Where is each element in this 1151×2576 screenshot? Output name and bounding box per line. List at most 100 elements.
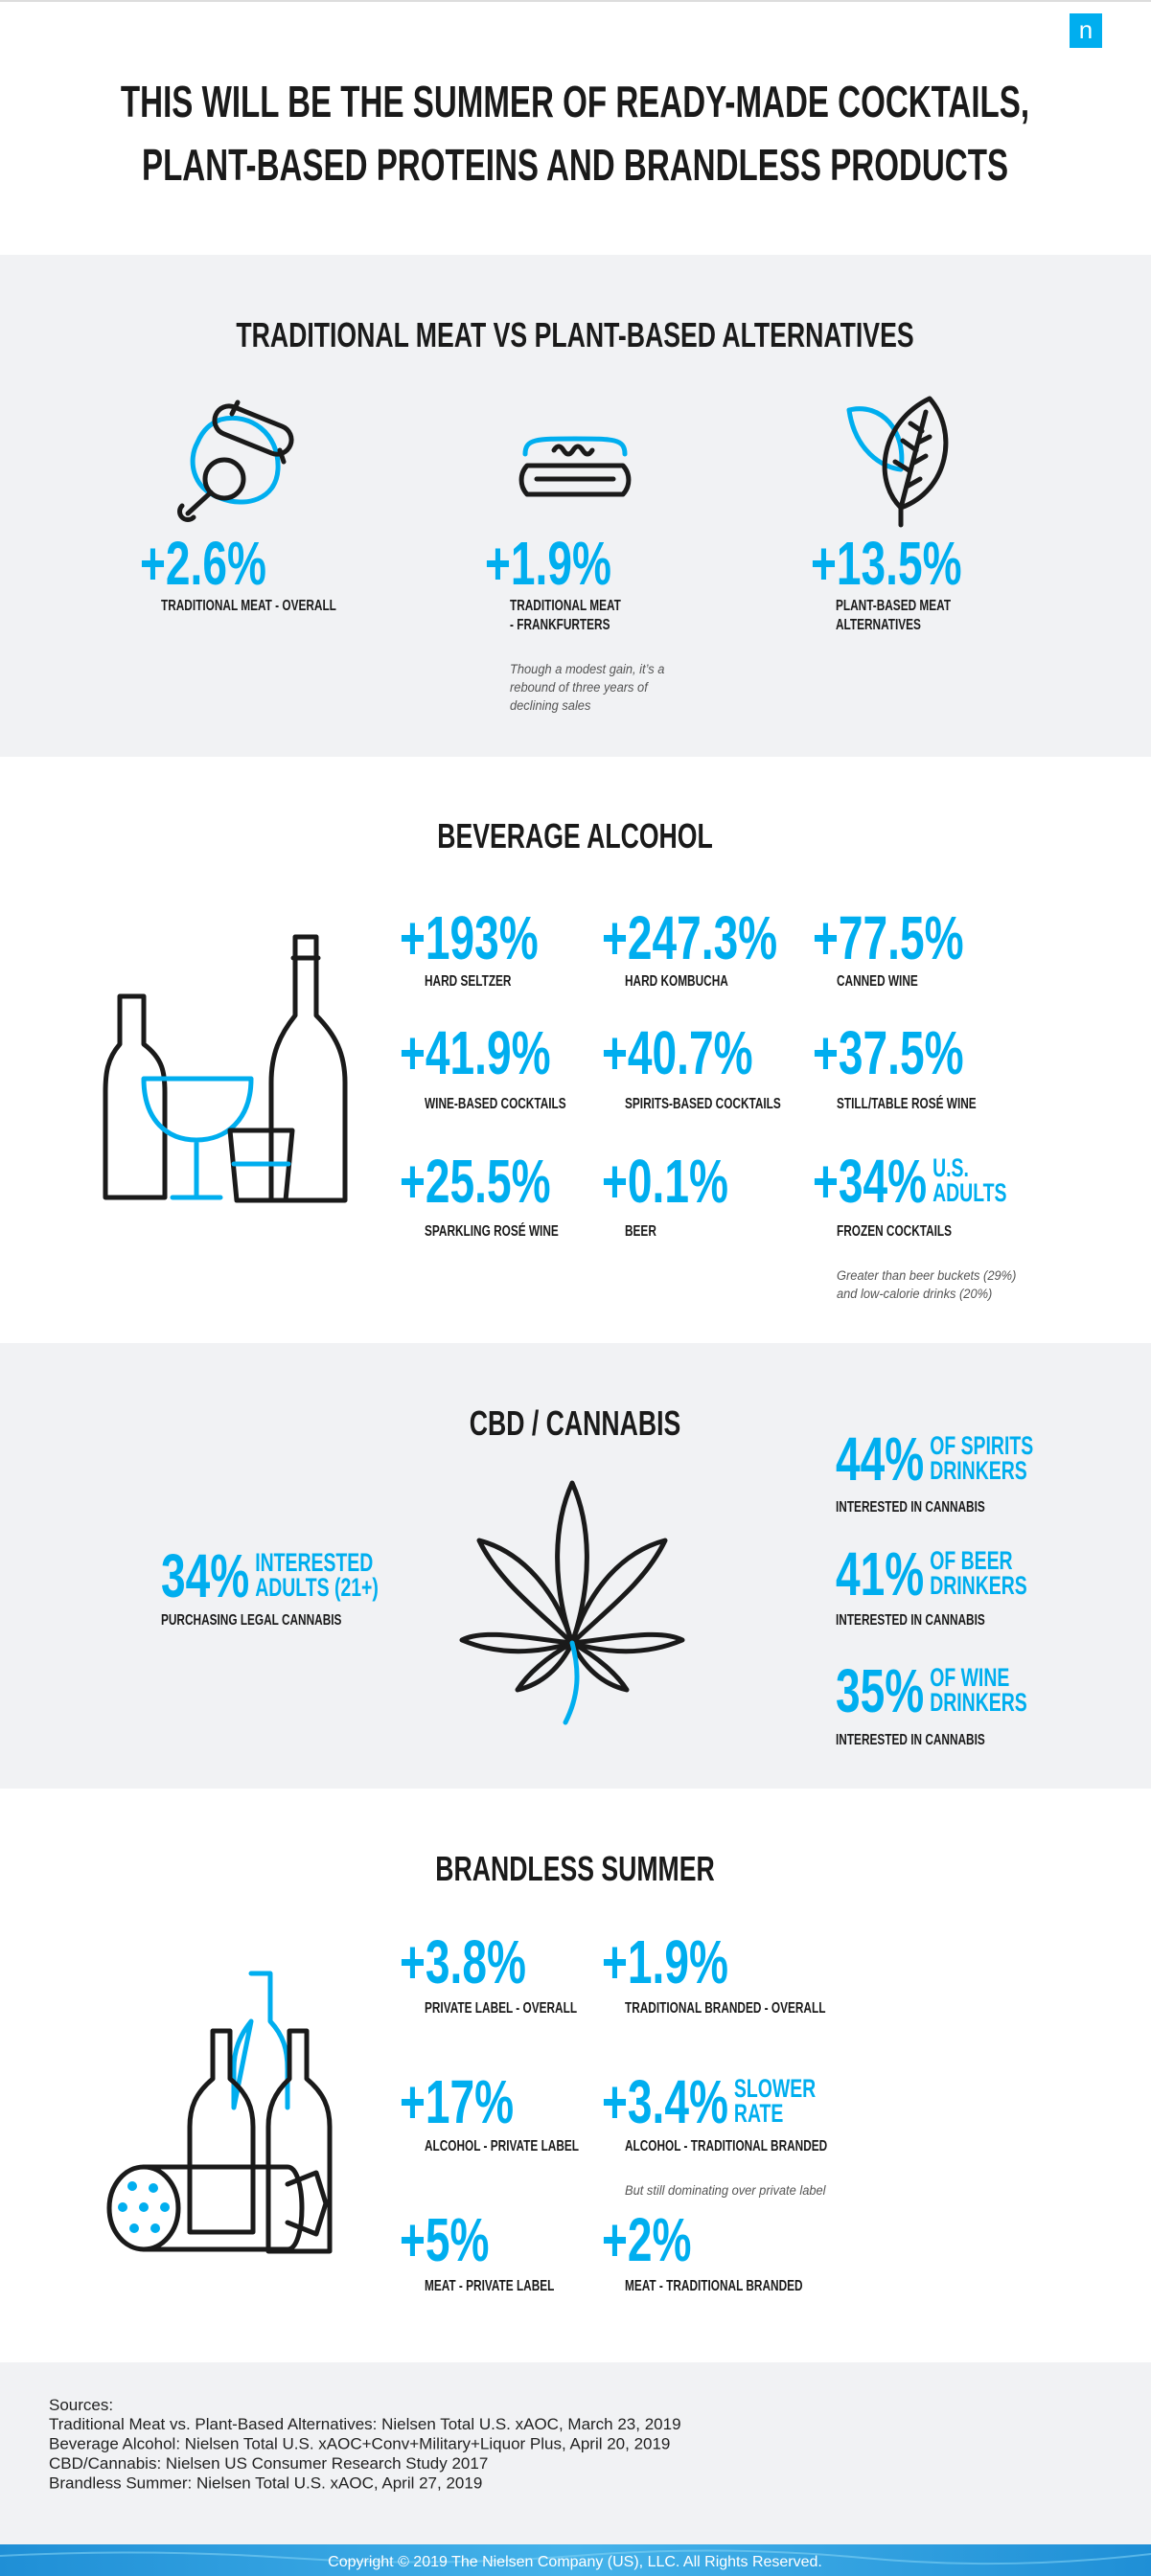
stat-value: +247.3% [602, 904, 777, 972]
section-heading: BRANDLESS SUMMER [435, 1849, 715, 1888]
hotdog-icon-part [522, 436, 628, 457]
footer-copyright: Copyright © 2019 The Nielsen Company (US… [328, 2554, 822, 2570]
stat-value: +3.8% [400, 1928, 526, 1996]
section-heading: CBD / CANNABIS [470, 1403, 680, 1443]
leaf-icon-part [846, 406, 905, 472]
brandless-icon-part [141, 2164, 305, 2252]
stat-qualifier: INTERESTED [255, 1548, 373, 1577]
stat-label: INTERESTED IN CANNABIS [836, 1497, 985, 1515]
cannabis-icon-part [569, 1640, 630, 1693]
stat-value: 44% [836, 1425, 924, 1493]
stat-value: +193% [400, 904, 539, 972]
stat-label: MEAT - TRADITIONAL BRANDED [625, 2276, 803, 2293]
stat-qualifier: OF BEER [930, 1546, 1012, 1575]
hotdog-icon [518, 436, 632, 497]
leaf-icon [846, 396, 949, 528]
stat-label: INTERESTED IN CANNABIS [836, 1730, 985, 1747]
stat-value: +77.5% [813, 904, 964, 972]
stat-value: +2.6% [140, 530, 266, 598]
brandless-icon-part [106, 2164, 181, 2252]
cannabis-icon-part [515, 1640, 575, 1693]
salami-dots-part [150, 2223, 160, 2233]
stat-note: But still dominating over private label [625, 2183, 827, 2199]
stat-value: +34% [813, 1148, 927, 1216]
stat-note: declining sales [510, 698, 591, 714]
stat-qualifier: DRINKERS [930, 1571, 1026, 1600]
section-band [0, 1343, 1151, 1789]
stat-label: PLANT-BASED MEAT [836, 596, 951, 613]
hotdog-icon-part [518, 463, 632, 497]
salami-dots-part [127, 2181, 137, 2191]
alcohol-icon-part [227, 1128, 295, 1203]
stat-label: STILL/TABLE ROSÉ WINE [837, 1094, 977, 1111]
stat-value: 35% [836, 1657, 924, 1725]
source-line: Beverage Alcohol: Nielsen Total U.S. xAO… [49, 2435, 670, 2453]
alcohol-icon-part [268, 934, 348, 1203]
stat-qualifier: ADULTS (21+) [255, 1573, 379, 1602]
salami-dots [118, 2181, 170, 2233]
salami-dots-part [118, 2202, 127, 2212]
section-heading: TRADITIONAL MEAT VS PLANT-BASED ALTERNAT… [236, 315, 913, 354]
stat-qualifier: ADULTS [932, 1178, 1006, 1207]
logo-box [1070, 13, 1102, 48]
alcohol-icon [103, 934, 348, 1203]
logo: n [1079, 15, 1093, 44]
stat-label: CANNED WINE [837, 971, 918, 989]
cannabis-icon-part [459, 1631, 575, 1654]
stat-label: TRADITIONAL BRANDED - OVERALL [625, 1998, 826, 2016]
cannabis-icon-part [555, 1480, 589, 1646]
stat-label: WINE-BASED COCKTAILS [425, 1094, 566, 1111]
brandless-icon-part [285, 2170, 329, 2237]
stat-note: and low-calorie drinks (20%) [837, 1287, 992, 1302]
alcohol-icon-part [103, 993, 168, 1200]
stat-value: +41.9% [400, 1019, 551, 1087]
stat-value: +2% [602, 2206, 691, 2274]
stat-label: ALCOHOL - TRADITIONAL BRANDED [625, 2136, 827, 2154]
stat-value: +13.5% [811, 530, 962, 598]
stat-qualifier: RATE [734, 2099, 783, 2128]
stat-label: PURCHASING LEGAL CANNABIS [161, 1610, 341, 1628]
stat-qualifier: DRINKERS [930, 1456, 1026, 1485]
leaf-icon-part [892, 409, 932, 528]
salami-dots-part [129, 2223, 139, 2233]
section-band [0, 255, 1151, 757]
stat-value: +40.7% [602, 1019, 753, 1087]
stat-value: +0.1% [602, 1148, 728, 1216]
hotdog-icon-part [551, 444, 595, 457]
stat-note: Greater than beer buckets (29%) [837, 1268, 1016, 1284]
section-heading: BEVERAGE ALCOHOL [437, 816, 713, 855]
meat-icon-part [229, 399, 287, 465]
meat-icon-part [202, 457, 246, 501]
salami-dots-part [149, 2183, 158, 2193]
stat-qualifier: SLOWER [734, 2074, 816, 2103]
cannabis-icon-part [476, 1538, 575, 1646]
stat-qualifier: OF WINE [930, 1663, 1009, 1692]
cannabis-icon-part [569, 1631, 685, 1654]
stat-qualifier: OF SPIRITS [930, 1431, 1033, 1460]
alcohol-icon-part [141, 1076, 254, 1200]
stat-label: MEAT - PRIVATE LABEL [425, 2276, 555, 2293]
brandless-icon-part [187, 2028, 256, 2235]
title: THIS WILL BE THE SUMMER OF READY-MADE CO… [121, 79, 1029, 126]
stat-label: INTERESTED IN CANNABIS [836, 1610, 985, 1628]
stat-value: +37.5% [813, 1019, 964, 1087]
salami-dots-part [139, 2202, 149, 2212]
stat-label: SPIRITS-BASED COCKTAILS [625, 1094, 781, 1111]
source-line: Brandless Summer: Nielsen Total U.S. xAO… [49, 2474, 482, 2493]
stat-qualifier: U.S. [932, 1153, 969, 1182]
stat-label: FROZEN COCKTAILS [837, 1221, 952, 1239]
stat-note: rebound of three years of [510, 680, 649, 695]
sources-heading: Sources: [49, 2396, 113, 2414]
stat-note: Though a modest gain, it’s a [510, 662, 665, 677]
meat-icon-part [212, 403, 294, 457]
cannabis-icon [459, 1480, 685, 1725]
stat-label: HARD SELTZER [425, 971, 511, 989]
footer-band [0, 2544, 1151, 2576]
sources-band [0, 2362, 1151, 2544]
stat-value: 41% [836, 1540, 924, 1608]
cannabis-icon-part [563, 1640, 580, 1725]
source-line: CBD/Cannabis: Nielsen US Consumer Resear… [49, 2454, 488, 2473]
